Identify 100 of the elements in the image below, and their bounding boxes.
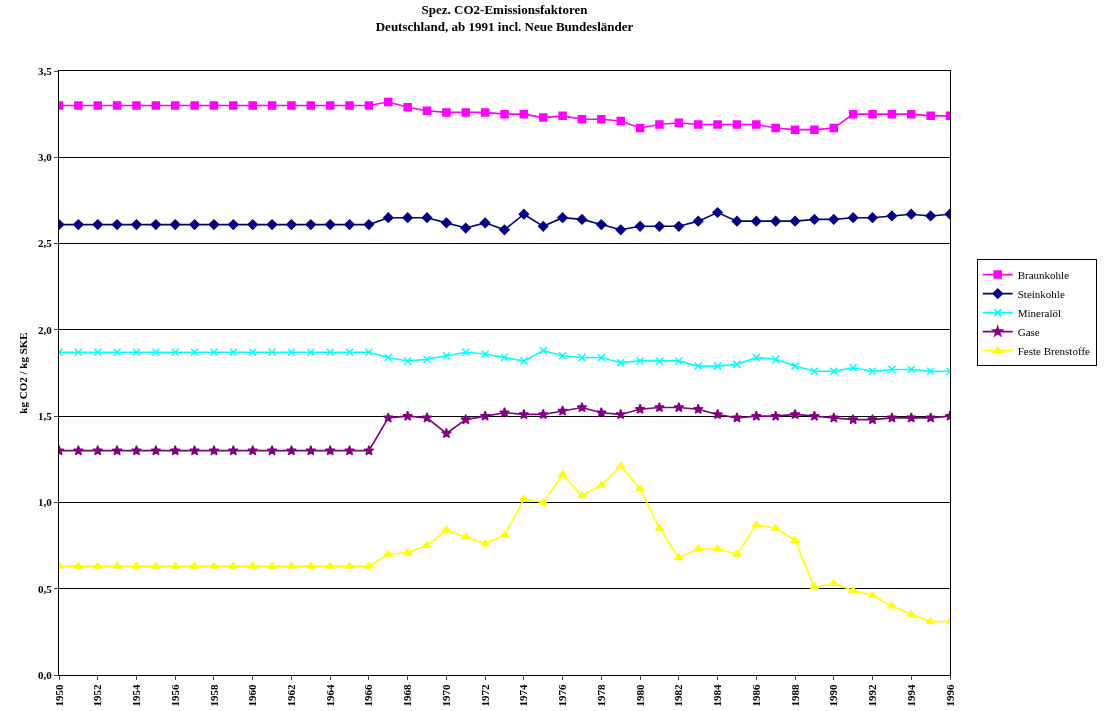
point (615, 461, 626, 469)
point (809, 582, 820, 590)
point (228, 219, 239, 230)
point (597, 353, 606, 362)
point (635, 484, 645, 492)
point (208, 219, 220, 230)
point (635, 123, 645, 133)
x-tick-label: 1976 (556, 683, 569, 707)
point (364, 101, 374, 110)
x-tick-label: 1982 (672, 683, 685, 707)
point (266, 219, 278, 230)
x-tick-label: 1970 (439, 683, 452, 707)
point (576, 214, 588, 225)
point (596, 219, 607, 230)
point (74, 101, 83, 110)
point (325, 101, 335, 110)
point (713, 120, 722, 129)
point (229, 101, 238, 110)
point (751, 215, 762, 227)
point (731, 412, 743, 423)
point (790, 536, 800, 543)
point (538, 113, 548, 122)
point (364, 348, 374, 357)
x-tick-label: 1956 (168, 683, 181, 707)
point (132, 348, 141, 357)
point (809, 410, 820, 421)
point (422, 354, 432, 364)
x-tick-label: 1986 (749, 683, 762, 707)
point (266, 445, 278, 456)
point (905, 412, 917, 423)
point (382, 412, 394, 423)
point (131, 219, 142, 230)
x-tick-label: 1980 (633, 683, 646, 707)
point (267, 348, 277, 357)
point (460, 532, 471, 540)
point (518, 408, 530, 420)
legend-label: Gase (1017, 325, 1040, 338)
x-tick-label: 1978 (594, 683, 607, 707)
point (907, 109, 916, 119)
point (519, 109, 529, 119)
point (247, 219, 258, 230)
point (248, 101, 257, 110)
point (403, 356, 412, 366)
point (325, 348, 335, 357)
point (712, 408, 723, 420)
point (848, 586, 858, 593)
point (577, 353, 587, 362)
y-tick-label: 3,0 (38, 151, 53, 164)
point (209, 348, 219, 357)
point (345, 348, 354, 357)
point (557, 405, 569, 416)
point (810, 367, 819, 376)
x-tick-label: 1984 (711, 683, 724, 707)
legend-label: Steinkohle (1017, 287, 1065, 300)
point (770, 215, 781, 227)
point (287, 348, 296, 357)
point (712, 544, 723, 552)
point (926, 111, 935, 121)
point (190, 348, 199, 357)
point (499, 407, 510, 418)
point (576, 401, 588, 413)
point (421, 412, 433, 423)
point (402, 410, 414, 421)
point (905, 208, 917, 220)
point (384, 353, 393, 362)
point (634, 403, 646, 414)
point (500, 109, 509, 119)
point (189, 219, 200, 230)
point (72, 445, 84, 456)
y-tick-label: 0,5 (38, 582, 53, 595)
point (616, 358, 625, 367)
y-tick-label: 1,0 (38, 496, 53, 509)
x-tick-label: 1954 (130, 683, 143, 707)
point (112, 348, 122, 357)
point (403, 102, 412, 112)
point (422, 541, 432, 549)
x-tick-label: 1974 (517, 683, 530, 707)
point (209, 101, 219, 110)
x-tick-label: 1990 (827, 683, 840, 707)
y-tick-label: 2,0 (38, 323, 53, 336)
point (344, 219, 355, 230)
point (906, 610, 917, 618)
x-tick-label: 1992 (866, 683, 879, 707)
point (732, 549, 742, 557)
point (363, 219, 375, 230)
point (92, 445, 104, 456)
legend-label: Feste Brenstoffe (1017, 344, 1091, 357)
point (519, 356, 529, 366)
point (848, 109, 858, 119)
point (422, 106, 432, 115)
point (887, 109, 897, 119)
point (770, 410, 782, 421)
point (789, 408, 801, 420)
point (713, 361, 722, 371)
point (189, 445, 200, 456)
point (634, 221, 646, 232)
y-axis-title: kg CO2 / kg SKE (16, 332, 29, 414)
point (751, 520, 762, 528)
point (867, 212, 878, 223)
legend-label: Mineralöl (1017, 306, 1062, 319)
